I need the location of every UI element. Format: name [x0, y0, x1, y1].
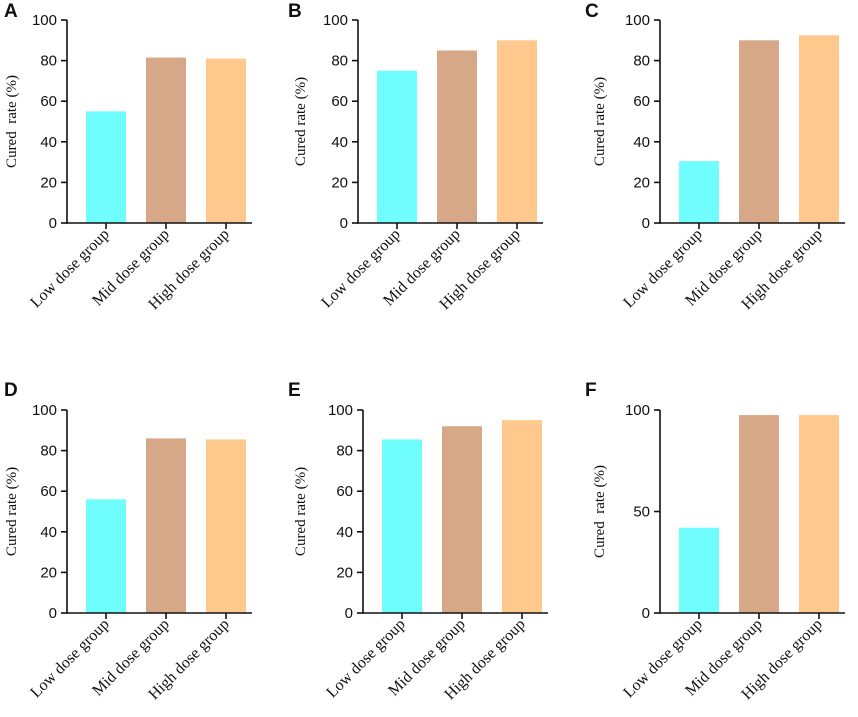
chart-b-bar-1: [377, 70, 417, 223]
chart-d-panel-letter: D: [4, 380, 18, 401]
chart-b-y-tick-label: 60: [331, 93, 348, 110]
chart-f-y-tick-label: 0: [642, 605, 650, 622]
chart-f-panel-letter: F: [585, 380, 597, 401]
chart-a-y-tick-label: 40: [40, 134, 57, 151]
chart-d-y-tick-label: 0: [49, 605, 57, 622]
chart-c-y-tick-label: 100: [625, 12, 650, 29]
chart-b-y-tick-label: 40: [331, 134, 348, 151]
chart-c-bar-2: [739, 40, 779, 223]
chart-a-bar-1: [86, 111, 126, 223]
chart-c-y-tick-label: 20: [633, 174, 650, 191]
chart-c-bar-1: [679, 161, 719, 223]
chart-c-panel-letter: C: [585, 1, 599, 22]
chart-c-y-tick-label: 0: [642, 215, 650, 232]
chart-e-y-tick-label: 0: [345, 605, 353, 622]
chart-e-y-tick-label: 40: [336, 524, 353, 541]
chart-f-bar-2: [739, 415, 779, 613]
chart-a-y-axis-title: Cured rate (%): [4, 75, 20, 168]
chart-e-bar-3: [502, 420, 542, 613]
chart-e-y-tick-label: 20: [336, 564, 353, 581]
chart-f-bar-3: [799, 415, 839, 613]
chart-d-y-tick-label: 80: [40, 443, 57, 460]
chart-b-y-tick-label: 20: [331, 174, 348, 191]
chart-d-bar-1: [86, 499, 126, 613]
chart-c-y-axis-title: Cured rate (%): [592, 77, 608, 166]
chart-d-y-tick-label: 20: [40, 564, 57, 581]
chart-b-y-tick-label: 100: [323, 12, 348, 29]
chart-e-bar-1: [382, 439, 422, 613]
chart-f-y-tick-label: 50: [633, 504, 650, 521]
chart-e-bar-2: [442, 426, 482, 613]
chart-d-y-tick-label: 100: [32, 402, 57, 419]
chart-c-y-tick-label: 40: [633, 134, 650, 151]
chart-e-y-axis-title: Cured rate (%): [293, 467, 309, 556]
chart-b-bar-2: [437, 50, 477, 224]
chart-d-y-axis-title: Cured rate (%): [4, 467, 20, 556]
chart-f-y-tick-label: 100: [625, 402, 650, 419]
chart-a-bar-2: [146, 57, 186, 224]
chart-d-bar-3: [206, 439, 246, 613]
chart-c-y-tick-label: 60: [633, 93, 650, 110]
chart-e-panel-letter: E: [288, 380, 301, 401]
chart-a-panel-letter: A: [4, 1, 18, 22]
chart-f-y-axis-title: Cured rate (%): [592, 465, 608, 558]
chart-c-y-tick-label: 80: [633, 53, 650, 70]
chart-a-y-tick-label: 20: [40, 174, 57, 191]
chart-b-y-axis-title: Cured rate (%): [293, 77, 309, 166]
chart-f-bar-1: [679, 527, 719, 613]
chart-a-y-tick-label: 0: [49, 215, 57, 232]
chart-e-y-tick-label: 60: [336, 483, 353, 500]
chart-a-bar-3: [206, 58, 246, 223]
chart-b-panel-letter: B: [288, 1, 302, 22]
chart-a-y-tick-label: 100: [32, 12, 57, 29]
chart-b-bar-3: [497, 40, 537, 223]
chart-c-bar-3: [799, 35, 839, 223]
chart-d-y-tick-label: 60: [40, 483, 57, 500]
chart-e-y-tick-label: 100: [328, 402, 353, 419]
chart-a-y-tick-label: 80: [40, 53, 57, 70]
chart-a-y-tick-label: 60: [40, 93, 57, 110]
chart-d-y-tick-label: 40: [40, 524, 57, 541]
chart-e-y-tick-label: 80: [336, 443, 353, 460]
chart-b-y-tick-label: 80: [331, 53, 348, 70]
chart-d-bar-2: [146, 438, 186, 613]
chart-b-y-tick-label: 0: [340, 215, 348, 232]
